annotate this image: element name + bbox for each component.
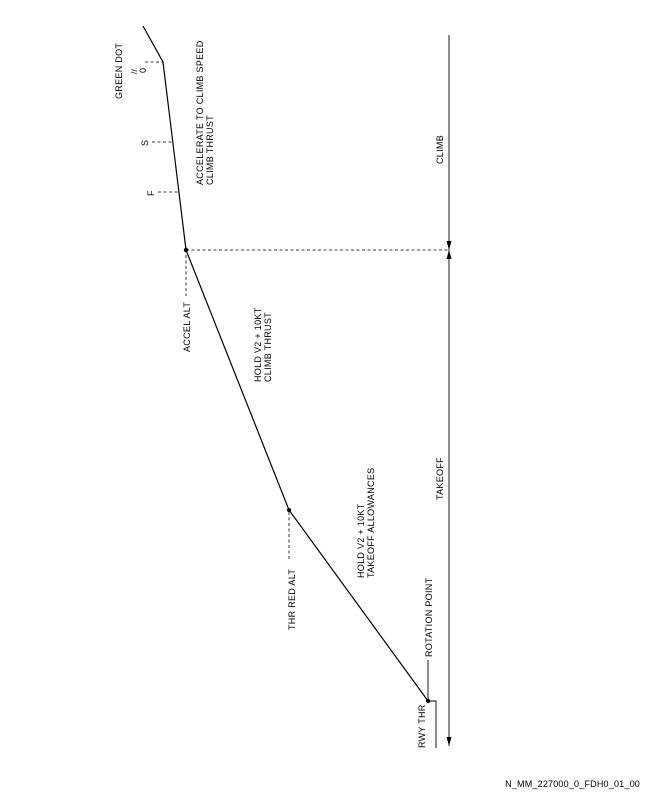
- takeoff-phase-arrowhead-top: [446, 250, 452, 259]
- runway-threshold-bracket: [428, 700, 437, 748]
- accel-alt-label: ACCEL ALT: [182, 302, 192, 352]
- green-dot-label: GREEN DOT: [114, 43, 124, 99]
- hold-v2-upper-label: HOLD V2 + 10KT: [253, 307, 263, 382]
- climb-phase-label: CLIMB: [435, 135, 445, 164]
- thr-red-alt-label: THR RED ALT: [287, 569, 297, 630]
- flight-path-line: [142, 25, 429, 702]
- green-dot-zero-label: 0: [138, 68, 148, 73]
- climb-thrust-mid-label: CLIMB THRUST: [263, 312, 273, 382]
- green-dot-mark: //: [130, 68, 139, 74]
- thr-red-alt-marker: [287, 508, 291, 512]
- takeoff-allowances-label: TAKEOFF ALLOWANCES: [366, 468, 376, 578]
- figure-reference: N_MM_227000_0_FDH0_01_00: [505, 779, 640, 789]
- takeoff-phase-arrowhead-bottom: [446, 737, 452, 746]
- climb-thrust-upper-label: CLIMB THRUST: [205, 115, 215, 185]
- rotation-point-label: ROTATION POINT: [424, 577, 434, 657]
- speed-s-label: S: [140, 140, 150, 146]
- takeoff-phase-label: TAKEOFF: [435, 457, 445, 500]
- climb-phase-arrowhead: [446, 241, 452, 250]
- accelerate-label: ACCELERATE TO CLIMB SPEED: [195, 40, 205, 185]
- speed-f-label: F: [146, 190, 156, 196]
- rwy-thr-label: RWY THR: [417, 704, 427, 748]
- hold-v2-lower-label: HOLD V2 + 10KT: [356, 503, 366, 578]
